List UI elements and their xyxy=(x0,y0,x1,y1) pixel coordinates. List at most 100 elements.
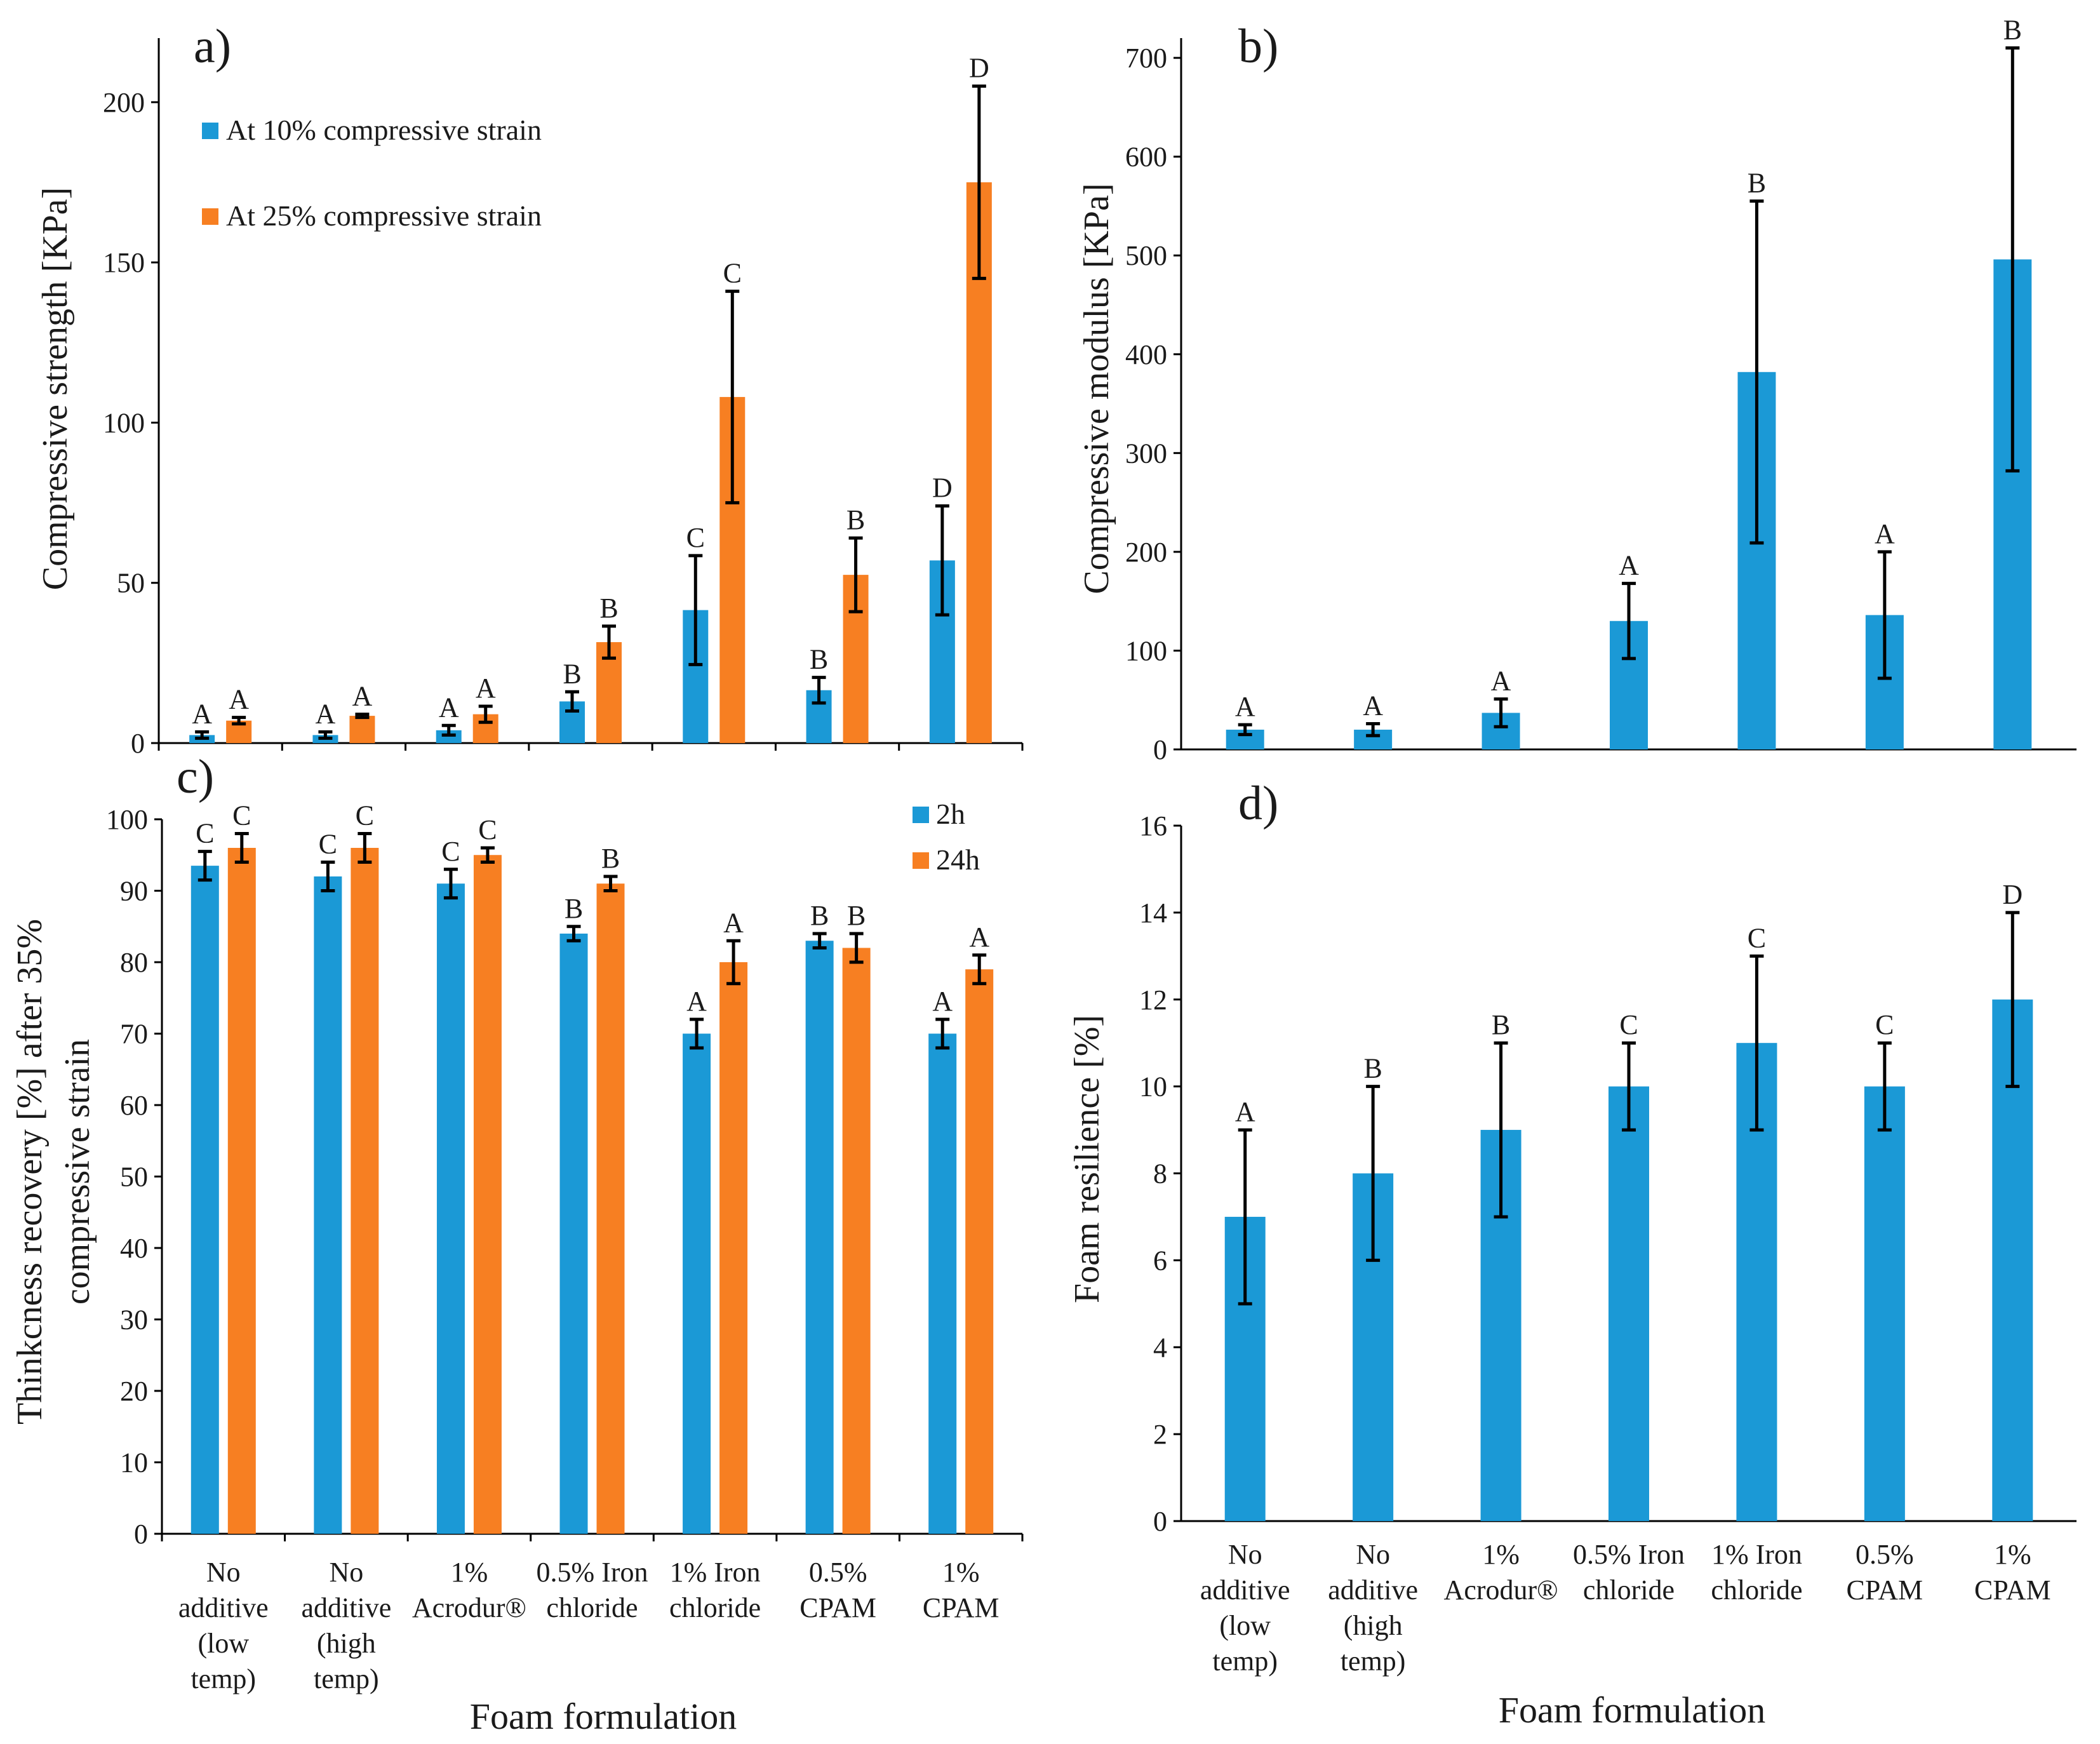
significance-letter: B xyxy=(1748,168,1766,199)
bar xyxy=(191,866,219,1534)
y-tick-label: 70 xyxy=(120,1019,148,1050)
category-label-line: additive xyxy=(1200,1574,1290,1606)
significance-letter: D xyxy=(969,53,989,84)
category-label-line: 1% xyxy=(1994,1539,2031,1570)
category-label-line: temp) xyxy=(191,1663,256,1694)
category-label-line: 1% Iron xyxy=(1711,1539,1802,1570)
y-tick-label: 200 xyxy=(103,87,145,118)
significance-letter: B xyxy=(563,658,581,689)
panel-c-ylabel-line2: compressive strain xyxy=(58,1039,97,1305)
category-label: No additive (high temp) xyxy=(1328,1539,1418,1677)
bar xyxy=(805,941,834,1534)
significance-letter: A xyxy=(1619,550,1639,581)
y-tick-label: 20 xyxy=(120,1376,148,1407)
panel-c-xlabel: Foam formulation xyxy=(470,1696,737,1737)
panel-b-ylabel: Compressive modulus [KPa] xyxy=(1077,183,1116,594)
y-tick-label: 12 xyxy=(1139,984,1167,1016)
category-label-line: 0.5% Iron xyxy=(537,1557,648,1588)
significance-letter: A xyxy=(1491,666,1511,697)
panel-b-chart: 0 100 200 300 400 500 600 700 A A A A B A B xyxy=(1125,15,2077,765)
significance-letter: A xyxy=(969,922,989,953)
category-label: No additive (high temp) xyxy=(301,1557,391,1694)
category-label: 0.5% Iron chloride xyxy=(1573,1539,1685,1606)
panel-a-label: a) xyxy=(194,20,231,73)
y-tick-label: 600 xyxy=(1125,142,1167,173)
panel-a-ylabel: Compressive strength [KPa] xyxy=(36,187,75,591)
category-label: 1% Acrodur® xyxy=(412,1557,526,1623)
y-tick-label: 60 xyxy=(120,1090,148,1121)
category-label-line: (low xyxy=(1219,1610,1271,1641)
significance-letter: B xyxy=(2003,15,2022,46)
category-label-line: 1% xyxy=(451,1557,488,1588)
panel-b-label: b) xyxy=(1238,20,1278,73)
significance-letter: C xyxy=(723,258,742,289)
legend-a-label-25pct: At 25% compressive strain xyxy=(226,199,542,232)
category-label-line: additive xyxy=(1328,1574,1418,1606)
significance-letter: A xyxy=(1235,691,1255,722)
legend-a-swatch-25pct xyxy=(202,208,218,225)
legend-c-swatch-2h xyxy=(913,807,929,823)
significance-letter: C xyxy=(478,814,497,845)
significance-letter: B xyxy=(601,843,620,874)
y-tick-label: 16 xyxy=(1139,810,1167,842)
legend-a-label-10pct: At 10% compressive strain xyxy=(226,114,542,146)
category-label-line: temp) xyxy=(1341,1646,1406,1677)
y-tick-label: 100 xyxy=(103,407,145,438)
y-tick-label: 80 xyxy=(120,947,148,978)
category-label: 0.5% CPAM xyxy=(1847,1539,1923,1606)
bar xyxy=(1608,1086,1649,1521)
y-tick-label: 50 xyxy=(120,1162,148,1193)
significance-letter: C xyxy=(1619,1009,1638,1040)
y-tick-label: 0 xyxy=(134,1519,148,1550)
significance-letter: B xyxy=(565,893,583,924)
significance-letter: B xyxy=(1492,1009,1510,1040)
category-label-line: 0.5% xyxy=(809,1557,867,1588)
significance-letter: B xyxy=(810,644,828,675)
category-label-line: CPAM xyxy=(923,1592,1000,1623)
bar xyxy=(559,934,588,1534)
significance-letter: C xyxy=(196,818,214,849)
category-label-line: (high xyxy=(317,1628,376,1659)
bar xyxy=(683,1033,711,1534)
bar xyxy=(349,716,375,743)
significance-letter: C xyxy=(441,836,460,867)
y-tick-label: 2 xyxy=(1153,1419,1167,1450)
category-label-line: Acrodur® xyxy=(1444,1574,1558,1606)
category-label-line: No xyxy=(1228,1539,1262,1570)
y-tick-label: 0 xyxy=(1153,734,1167,765)
category-label-line: 0.5% xyxy=(1856,1539,1914,1570)
category-label-line: 1% Iron xyxy=(670,1557,761,1588)
category-label-line: Acrodur® xyxy=(412,1592,526,1623)
bar xyxy=(227,848,256,1534)
significance-letter: B xyxy=(810,900,829,931)
category-label-line: chloride xyxy=(1711,1574,1802,1606)
significance-letter: A xyxy=(686,986,707,1017)
category-label: 1% CPAM xyxy=(923,1557,1000,1623)
significance-letter: A xyxy=(476,673,496,704)
y-tick-label: 50 xyxy=(117,568,145,599)
y-tick-label: 40 xyxy=(120,1233,148,1264)
y-tick-label: 400 xyxy=(1125,339,1167,370)
category-label-line: CPAM xyxy=(1974,1574,2051,1606)
y-tick-label: 10 xyxy=(120,1447,148,1479)
panel-c-label: c) xyxy=(177,750,214,803)
y-tick-label: 700 xyxy=(1125,43,1167,74)
category-label-line: 1% xyxy=(942,1557,980,1588)
category-label-line: CPAM xyxy=(799,1592,876,1623)
category-label-line: chloride xyxy=(669,1592,761,1623)
y-tick-label: 100 xyxy=(1125,635,1167,666)
bar xyxy=(473,855,502,1534)
bar xyxy=(719,962,748,1534)
bar xyxy=(436,730,462,743)
significance-letter: D xyxy=(2002,879,2023,910)
category-label-line: (high xyxy=(1344,1610,1403,1641)
category-label-line: CPAM xyxy=(1847,1574,1923,1606)
y-tick-label: 200 xyxy=(1125,537,1167,568)
significance-letter: B xyxy=(846,504,865,535)
category-label: 0.5% CPAM xyxy=(799,1557,876,1623)
category-label: 1% Iron chloride xyxy=(669,1557,761,1623)
